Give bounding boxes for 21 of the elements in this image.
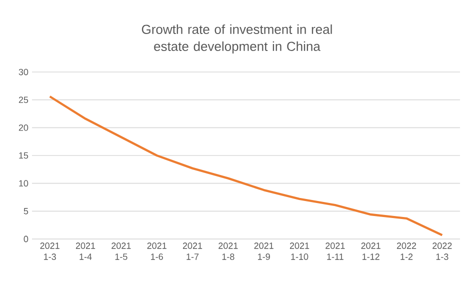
x-tick-label: 2021 1-4 [76,242,96,260]
chart-title: Growth rate of investment in real estate development in China [142,24,332,54]
x-tick-label: 2021 1-7 [182,242,202,260]
y-tick-label: 25 [18,96,28,104]
x-tick-label: 2021 1-8 [218,242,238,260]
x-tick-label: 2021 1-5 [112,242,131,260]
y-tick-label: 10 [19,180,28,187]
line-series [48,95,444,236]
x-tick-label: 2022 1-2 [396,242,416,260]
x-tick-label: 2021 1-12 [361,242,380,260]
x-tick-label: 2021 1-10 [290,242,310,260]
y-tick-label: 20 [18,124,28,131]
x-tick-label: 2021 1-6 [147,242,166,260]
y-tick-label: 15 [19,152,28,159]
x-tick-label: 2021 1-9 [254,242,274,260]
x-tick-label: 2021 1-11 [326,242,345,260]
y-tick-label: 30 [18,68,28,76]
y-tick-label: 5 [24,208,28,214]
x-tick-label: 2021 1-3 [40,242,60,260]
x-tick-label: 2022 1-3 [432,242,452,260]
y-tick-label: 0 [24,236,28,242]
